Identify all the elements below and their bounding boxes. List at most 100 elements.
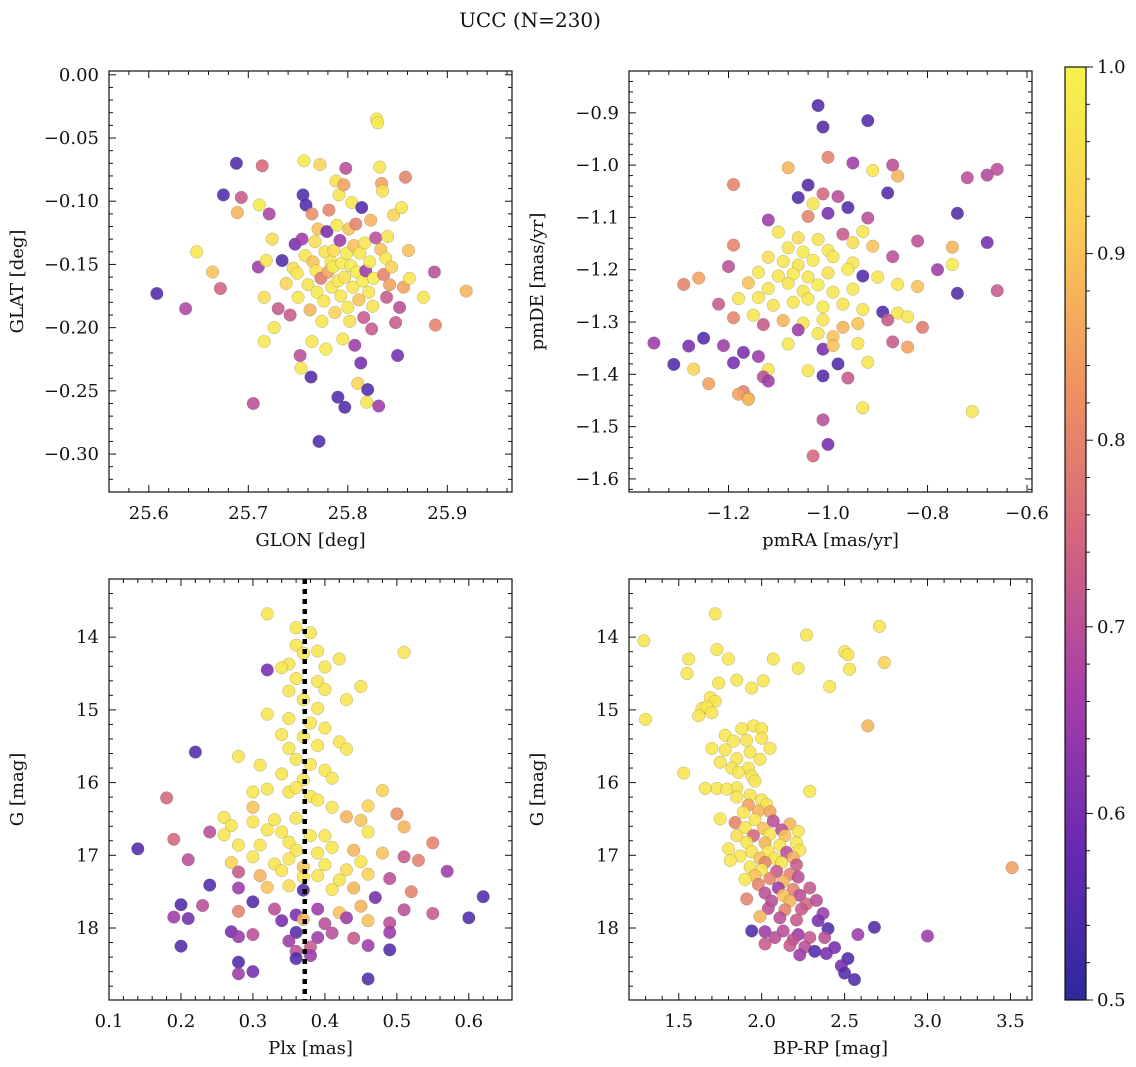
scatter-point xyxy=(677,277,691,291)
scatter-point xyxy=(301,278,315,292)
scatter-point xyxy=(403,271,416,285)
scatter-point xyxy=(758,937,772,951)
scatter-point xyxy=(230,206,244,220)
x-axis-label: BP-RP [mag] xyxy=(773,1038,888,1059)
scatter-point xyxy=(246,895,260,909)
scatter-point xyxy=(333,233,347,247)
y-tick-label: −1.5 xyxy=(575,417,619,438)
scatter-point xyxy=(773,911,787,925)
scatter-point xyxy=(717,339,730,353)
colorbar-tick-label: 0.9 xyxy=(1097,244,1126,265)
scatter-point xyxy=(730,790,744,804)
scatter-point xyxy=(283,308,297,322)
scatter-point xyxy=(781,161,795,175)
scatter-point xyxy=(318,829,332,843)
x-tick-label: 1.5 xyxy=(664,1011,693,1032)
scatter-point xyxy=(343,314,357,328)
scatter-point xyxy=(756,674,770,688)
scatter-point xyxy=(877,656,891,670)
scatter-point xyxy=(826,285,840,299)
scatter-point xyxy=(771,225,785,239)
scatter-point xyxy=(289,925,303,939)
scatter-point xyxy=(768,931,782,944)
x-tick-label: −0.8 xyxy=(906,503,950,524)
y-tick-label: −0.9 xyxy=(575,103,619,124)
scatter-point xyxy=(179,302,193,316)
scatter-point xyxy=(730,673,744,687)
scatter-point xyxy=(383,943,397,957)
scatter-point xyxy=(383,278,397,292)
scatter-point xyxy=(188,745,202,759)
scatter-point xyxy=(931,263,944,277)
scatter-point xyxy=(304,949,317,963)
scatter-point xyxy=(257,290,271,304)
scatter-point xyxy=(841,201,855,214)
scatter-point xyxy=(206,265,219,279)
scatter-point xyxy=(980,168,994,182)
scatter-point xyxy=(821,206,835,220)
scatter-point xyxy=(365,322,379,336)
scatter-point xyxy=(305,207,319,221)
scatter-point xyxy=(267,321,281,335)
scatter-point xyxy=(866,163,880,177)
scatter-point xyxy=(861,355,875,369)
scatter-point xyxy=(336,332,350,346)
scatter-point xyxy=(330,218,344,232)
x-tick-label: 0.2 xyxy=(167,1011,196,1032)
scatter-point xyxy=(325,800,339,814)
scatter-point xyxy=(781,337,795,351)
scatter-point xyxy=(246,785,260,799)
scatter-point xyxy=(826,339,840,353)
y-tick-label: −0.15 xyxy=(44,254,99,275)
scatter-point xyxy=(886,158,900,172)
scatter-point xyxy=(801,364,815,378)
scatter-point xyxy=(377,268,391,281)
scatter-point xyxy=(901,340,915,354)
scatter-point xyxy=(366,299,380,313)
scatter-point xyxy=(856,269,870,283)
scatter-point xyxy=(332,652,346,666)
scatter-point xyxy=(990,162,1004,176)
scatter-point xyxy=(781,241,795,255)
scatter-point xyxy=(234,190,248,204)
scatter-point xyxy=(255,159,269,173)
scatter-point xyxy=(411,853,425,867)
scatter-point xyxy=(667,357,681,371)
scatter-point xyxy=(368,891,382,904)
scatter-point xyxy=(282,879,296,893)
scatter-point xyxy=(811,278,825,292)
scatter-point xyxy=(373,160,387,174)
scatter-point xyxy=(786,295,800,309)
scatter-point xyxy=(766,652,780,666)
scatter-point xyxy=(246,815,260,829)
scatter-point xyxy=(361,799,375,813)
x-tick-label: −1.0 xyxy=(806,503,850,524)
scatter-point xyxy=(397,903,411,917)
scatter-point xyxy=(945,258,959,271)
axes-frame xyxy=(108,70,513,493)
scatter-point xyxy=(738,872,752,886)
scatter-point xyxy=(901,310,915,324)
scatter-point xyxy=(871,270,885,284)
scatter-point xyxy=(361,972,375,986)
scatter-point xyxy=(224,856,238,870)
scatter-point xyxy=(327,244,341,257)
scatter-point xyxy=(846,236,860,249)
scatter-point xyxy=(325,840,339,854)
scatter-point xyxy=(856,401,870,415)
scatter-point xyxy=(313,158,327,172)
scatter-point xyxy=(399,170,412,184)
scatter-point xyxy=(387,208,401,222)
scatter-point xyxy=(325,926,339,940)
scatter-point xyxy=(397,850,411,864)
x-tick-label: 2.0 xyxy=(747,1011,776,1032)
scatter-point xyxy=(836,227,850,241)
scatter-point xyxy=(727,356,740,370)
scatter-point xyxy=(289,672,303,686)
axes-frame xyxy=(628,578,1033,1001)
scatter-point xyxy=(232,749,245,763)
scatter-point xyxy=(428,318,442,332)
y-tick-label: 14 xyxy=(76,627,99,648)
y-tick-label: 14 xyxy=(596,627,619,648)
scatter-point xyxy=(246,397,260,410)
